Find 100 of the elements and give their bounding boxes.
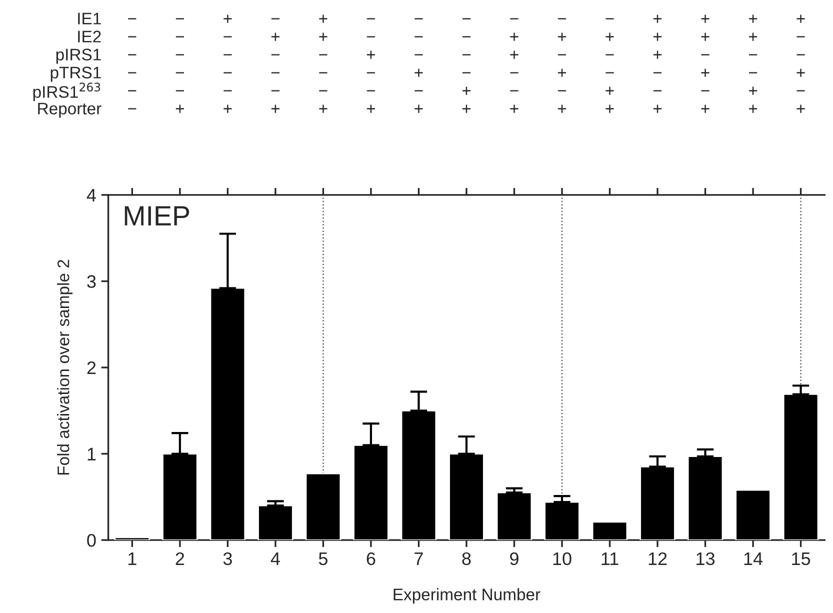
text: + [224, 14, 232, 23]
text: pIRS1 [56, 48, 101, 64]
text: IE1 [78, 12, 101, 24]
text: + [414, 68, 423, 77]
text: − [510, 90, 518, 92]
text: − [510, 18, 518, 20]
text: − [414, 36, 423, 38]
text: + [748, 104, 758, 113]
text: pIRS1$^{263}$ [33, 82, 100, 102]
y-axis-title: Fold activation over sample 2 [57, 260, 73, 475]
text: − [128, 36, 136, 38]
text: − [271, 72, 280, 74]
x-tick-label: 12 [648, 552, 667, 565]
text: − [176, 72, 184, 74]
text: − [748, 72, 758, 74]
text: − [606, 72, 614, 74]
text: + [701, 68, 710, 77]
text: + [606, 32, 614, 41]
text: + [510, 50, 518, 59]
bar [258, 504, 294, 540]
text: − [176, 90, 184, 92]
x-tick-label: 7 [414, 552, 423, 565]
text: + [701, 14, 710, 23]
x-tick-label: 6 [366, 552, 376, 566]
text: − [176, 18, 184, 20]
text: − [128, 108, 136, 110]
text: + [701, 104, 710, 113]
text: + [653, 50, 662, 59]
text: − [128, 54, 136, 56]
text: − [224, 36, 232, 38]
text: − [606, 54, 614, 56]
y-tick-label: 2 [87, 361, 96, 374]
text: + [271, 32, 280, 41]
text: − [606, 18, 614, 20]
y-tick-label: 0 [87, 534, 96, 547]
text: − [653, 72, 662, 74]
text: + [796, 14, 805, 23]
text: + [653, 32, 662, 41]
text: Reporter [38, 102, 102, 118]
text: + [558, 104, 566, 113]
text: − [366, 18, 376, 20]
bar [114, 536, 150, 540]
text: + [558, 68, 566, 77]
bar [592, 521, 628, 540]
bar [210, 287, 246, 540]
y-tick-label: 3 [87, 275, 96, 288]
text: − [748, 54, 758, 56]
text: − [224, 54, 232, 56]
x-tick-label: 5 [318, 552, 328, 566]
text: + [224, 104, 232, 113]
bar [687, 456, 724, 540]
text: + [748, 86, 758, 95]
bar [162, 453, 198, 540]
text: − [462, 18, 471, 20]
x-tick-label: 9 [510, 552, 518, 566]
text: + [510, 104, 518, 113]
x-tick-label: 4 [270, 552, 280, 565]
text: − [414, 54, 423, 56]
text: − [462, 72, 471, 74]
text: − [319, 72, 328, 74]
text: + [462, 104, 471, 113]
text: + [748, 14, 758, 23]
text: + [366, 50, 376, 59]
bar [640, 466, 676, 540]
y-tick-label: 4 [86, 189, 96, 202]
text: − [128, 18, 136, 20]
x-axis-title: Experiment Number [394, 588, 540, 604]
text: − [128, 90, 136, 92]
text: + [366, 104, 376, 113]
text: + [319, 104, 328, 113]
text: pTRS1 [50, 66, 101, 82]
text: + [319, 32, 328, 41]
text: − [319, 90, 328, 92]
x-tick-label: 1 [128, 552, 136, 565]
x-tick-label: 10 [553, 552, 572, 566]
bar [305, 472, 342, 540]
text: + [653, 104, 662, 113]
text: + [748, 32, 758, 41]
text: − [319, 54, 328, 56]
text: − [414, 90, 423, 92]
text: + [701, 32, 710, 41]
text: − [796, 90, 805, 92]
text: − [414, 18, 423, 20]
x-tick-label: 14 [744, 552, 763, 565]
bar [353, 444, 389, 540]
text: − [366, 90, 376, 92]
text: + [319, 14, 328, 23]
x-tick-label: 11 [602, 552, 618, 565]
text: − [701, 90, 710, 92]
text: − [462, 36, 471, 38]
x-tick-label: 15 [792, 552, 810, 566]
bar [400, 410, 437, 540]
text: + [462, 86, 471, 95]
text: − [271, 90, 280, 92]
x-tick-label: 8 [462, 552, 471, 566]
text: − [701, 54, 710, 56]
x-tick-label: 2 [176, 552, 184, 565]
text: − [462, 54, 471, 56]
text: − [128, 72, 136, 74]
bar [448, 453, 484, 540]
